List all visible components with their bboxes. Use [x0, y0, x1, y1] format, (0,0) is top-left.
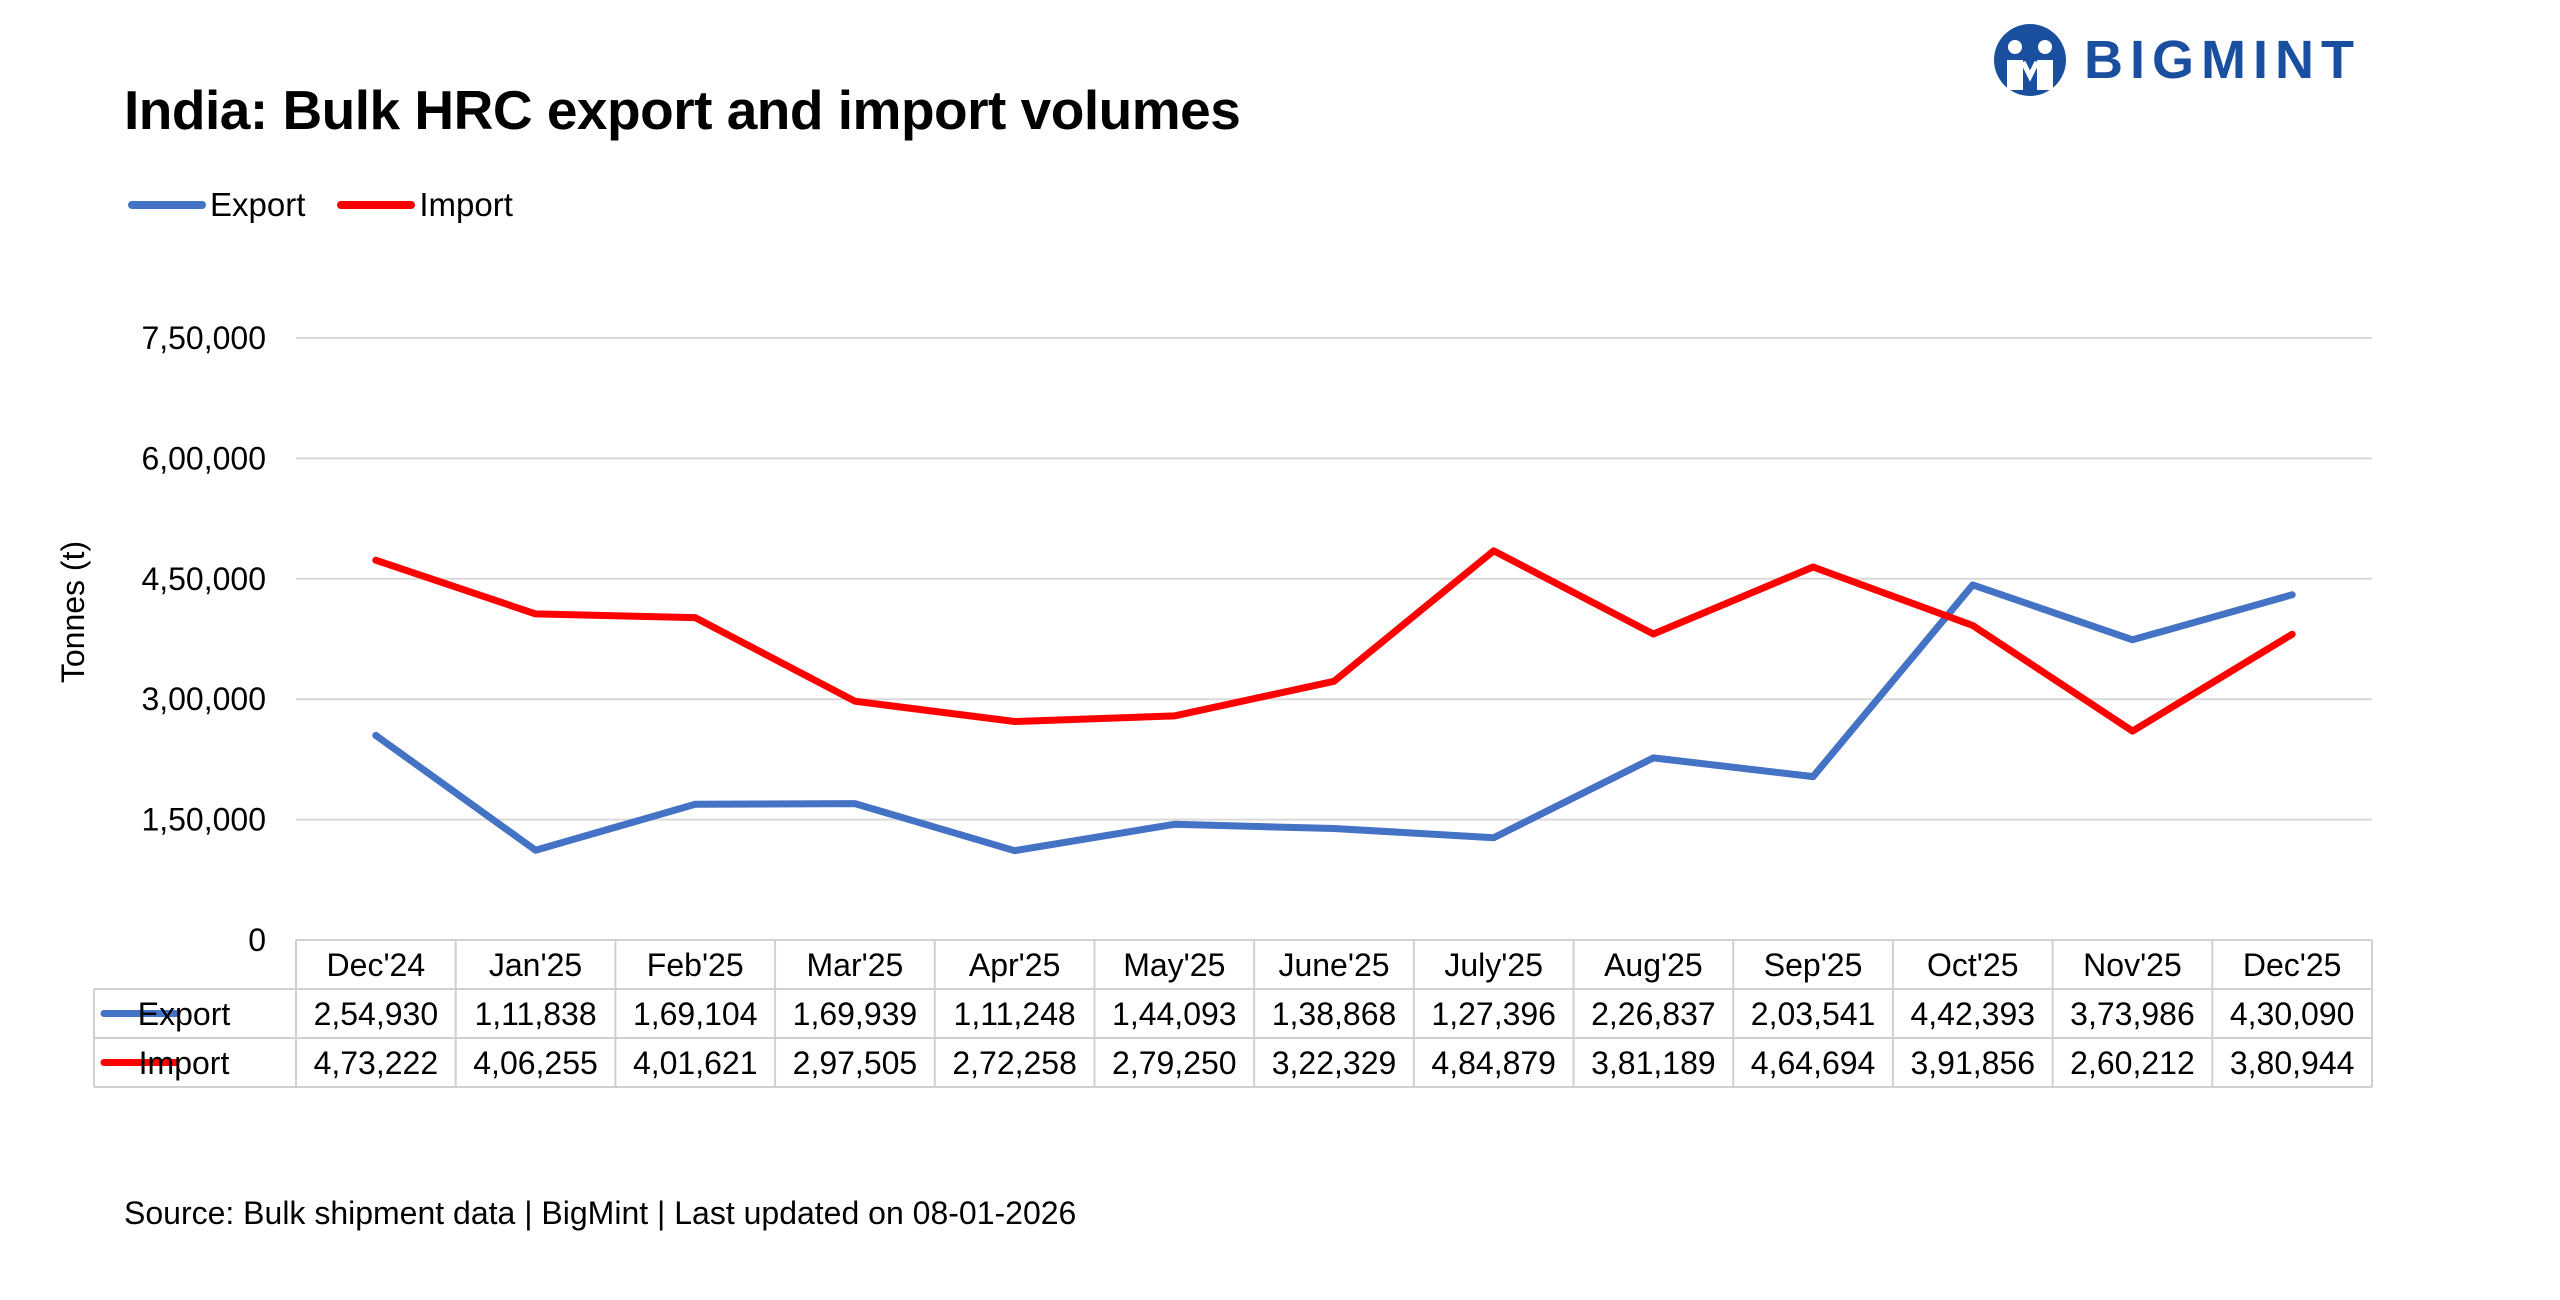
- table-cell-import: 2,79,250: [1112, 1045, 1237, 1081]
- y-tick-label: 0: [248, 922, 266, 958]
- y-tick-label: 1,50,000: [141, 802, 266, 838]
- y-tick-label: 4,50,000: [141, 561, 266, 597]
- y-tick-label: 3,00,000: [141, 681, 266, 717]
- series-line-export: [372, 581, 2296, 855]
- x-tick-label: Dec'24: [327, 947, 426, 983]
- table-cell-export: 1,69,939: [793, 996, 918, 1032]
- table-cell-import: 2,97,505: [793, 1045, 918, 1081]
- table-cell-import: 2,72,258: [952, 1045, 1077, 1081]
- legend-label-export: Export: [210, 186, 306, 223]
- table-cell-import: 4,01,621: [633, 1045, 758, 1081]
- table-cell-export: 4,42,393: [1910, 996, 2035, 1032]
- data-table: Dec'24 Jan'25 Feb'25 Mar'25 Apr'25 May'25 June…: [93, 939, 2373, 1088]
- table-cell-export: 3,73,986: [2070, 996, 2195, 1032]
- source-note: Source: Bulk shipment data | BigMint | L…: [124, 1195, 1077, 1231]
- table-cell-export: 1,11,838: [474, 996, 596, 1032]
- gridlines: [296, 337, 2372, 821]
- table-cell-import: 4,64,694: [1751, 1045, 1876, 1081]
- table-cell-import: 4,06,255: [473, 1045, 598, 1081]
- table-cell-export: 2,54,930: [314, 996, 439, 1032]
- table-cell-export: 1,44,093: [1112, 996, 1237, 1032]
- legend-item-import: Import: [337, 186, 513, 224]
- x-tick-label: Mar'25: [807, 947, 904, 983]
- table-series-name: Export: [138, 996, 231, 1032]
- table-cell-export: 1,27,396: [1431, 996, 1556, 1032]
- x-tick-label: May'25: [1123, 947, 1225, 983]
- table-cell-import: 3,80,944: [2230, 1045, 2355, 1081]
- x-tick-label: Dec'25: [2243, 947, 2342, 983]
- logo-text: BIGMINT: [2084, 30, 2361, 90]
- y-axis-ticks: 0 1,50,000 3,00,000 4,50,000 6,00,000 7,50,00…: [141, 320, 266, 958]
- x-tick-label: Feb'25: [647, 947, 744, 983]
- series-lines: [372, 547, 2296, 855]
- table-cell-export: 4,30,090: [2230, 996, 2355, 1032]
- table-cell-export: 1,11,248: [954, 996, 1076, 1032]
- bigmint-logo: BIGMINT: [1990, 20, 2400, 100]
- x-tick-label: Oct'25: [1927, 947, 2018, 983]
- legend-swatch-export: [128, 201, 206, 209]
- table-cell-export: 1,69,104: [633, 996, 758, 1032]
- table-cell-export: 1,38,868: [1272, 996, 1397, 1032]
- legend-label-import: Import: [419, 186, 513, 223]
- table-cell-import: 3,22,329: [1272, 1045, 1397, 1081]
- table-cell-import: 4,84,879: [1431, 1045, 1556, 1081]
- y-tick-label: 7,50,000: [141, 320, 266, 356]
- legend-item-export: Export: [128, 186, 305, 224]
- table-cell-import: 3,81,189: [1591, 1045, 1716, 1081]
- y-axis-label: Tonnes (t): [55, 541, 91, 683]
- table-cell-import: 4,73,222: [314, 1045, 439, 1081]
- x-tick-label: Nov'25: [2083, 947, 2182, 983]
- chart-title: India: Bulk HRC export and import volume…: [124, 79, 1241, 141]
- x-tick-label: Jan'25: [489, 947, 582, 983]
- x-tick-label: Aug'25: [1604, 947, 1703, 983]
- x-tick-label: Sep'25: [1764, 947, 1863, 983]
- x-tick-label: July'25: [1444, 947, 1543, 983]
- table-series-name: Import: [139, 1045, 230, 1081]
- table-cell-import: 3,91,856: [1910, 1045, 2035, 1081]
- legend-swatch-import: [337, 201, 416, 209]
- y-tick-label: 6,00,000: [141, 440, 266, 476]
- series-line-import: [372, 547, 2296, 735]
- table-cell-export: 2,26,837: [1591, 996, 1716, 1032]
- table-cell-export: 2,03,541: [1751, 996, 1876, 1032]
- x-tick-label: Apr'25: [969, 947, 1061, 983]
- table-cell-import: 2,60,212: [2070, 1045, 2195, 1081]
- bigmint-logo-mark-icon: [1994, 24, 2066, 96]
- x-tick-label: June'25: [1278, 947, 1389, 983]
- chart-legend: Export Import: [128, 186, 545, 224]
